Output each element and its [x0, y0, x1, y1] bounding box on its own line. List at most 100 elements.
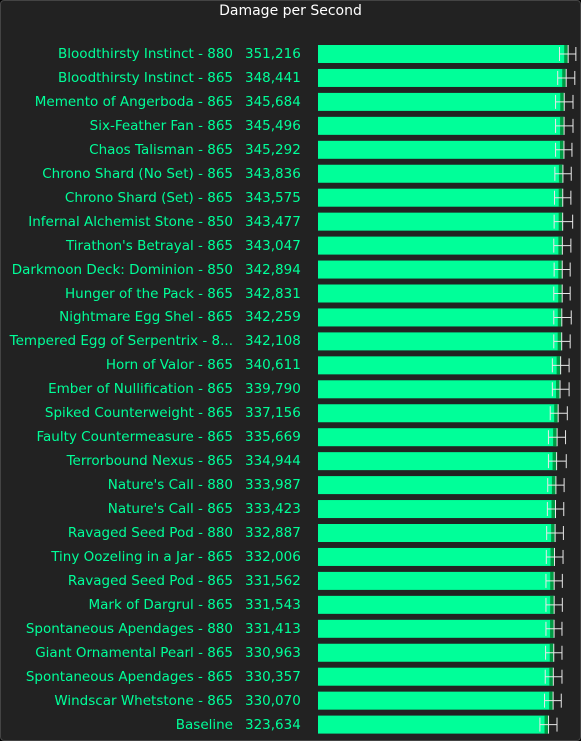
category-label: Tirathon's Betrayal - 865 — [65, 237, 233, 254]
category-label: Darkmoon Deck: Dominion - 850 — [11, 261, 233, 278]
category-label: Bloodthirsty Instinct - 880 — [58, 46, 233, 62]
category-label: Horn of Valor - 865 — [105, 357, 233, 374]
value-label: 323,634 — [245, 716, 301, 733]
category-label: Windscar Whetstone - 865 — [54, 692, 233, 709]
value-label: 332,006 — [245, 548, 301, 565]
error-bar — [553, 284, 571, 303]
category-label: Spontaneous Apendages - 865 — [25, 668, 233, 685]
value-label: 334,944 — [245, 453, 301, 470]
error-bar — [551, 356, 570, 375]
error-bar — [553, 260, 571, 279]
value-label: 339,790 — [245, 381, 301, 398]
value-label: 331,562 — [245, 572, 301, 589]
category-label: Memento of Angerboda - 865 — [34, 93, 233, 110]
value-label: 345,684 — [245, 93, 301, 110]
value-label: 351,216 — [245, 46, 301, 62]
error-bar — [545, 595, 563, 614]
value-label: 342,108 — [245, 333, 301, 350]
bar — [318, 308, 562, 327]
value-label: 342,259 — [245, 309, 301, 326]
category-label: Nightmare Egg Shel - 865 — [59, 309, 233, 326]
value-label: 331,413 — [245, 620, 301, 637]
value-label: 333,423 — [245, 501, 301, 518]
value-label: 330,963 — [245, 644, 301, 661]
value-label: 343,575 — [245, 189, 301, 206]
chart-title: Damage per Second — [219, 3, 362, 19]
error-bar — [558, 45, 577, 63]
bar — [318, 260, 563, 279]
bar — [318, 715, 549, 734]
category-label: Mark of Dargrul - 865 — [88, 596, 233, 613]
error-bar — [553, 188, 572, 207]
category-label: Spiked Counterweight - 865 — [44, 405, 233, 422]
error-bar — [545, 619, 563, 638]
bar — [318, 356, 561, 375]
value-label: 340,611 — [245, 357, 301, 374]
category-label: Tempered Egg of Serpentrix - 8... — [9, 333, 233, 350]
category-label: Six-Feather Fan - 865 — [89, 117, 233, 134]
bar — [318, 643, 554, 662]
bar — [318, 500, 556, 519]
error-bar — [553, 332, 571, 351]
error-bar — [547, 452, 567, 471]
bar — [318, 116, 565, 135]
error-bar — [551, 380, 570, 399]
category-label: Nature's Call - 880 — [107, 477, 233, 494]
bar — [318, 188, 563, 207]
value-label: 345,292 — [245, 141, 301, 158]
bar — [318, 380, 561, 399]
value-label: 337,156 — [245, 405, 301, 422]
bar — [318, 595, 555, 614]
category-label: Bloodthirsty Instinct - 865 — [58, 69, 233, 86]
bar — [318, 212, 563, 231]
error-bar — [547, 428, 567, 447]
category-label: Nature's Call - 865 — [107, 501, 233, 518]
error-bar — [545, 547, 564, 566]
category-label: Spontaneous Apendages - 880 — [25, 620, 233, 637]
error-bar — [553, 236, 572, 255]
category-label: Giant Ornamental Pearl - 865 — [35, 644, 233, 661]
error-bar — [553, 308, 572, 327]
bar — [318, 619, 555, 638]
value-label: 333,987 — [245, 477, 301, 494]
value-label: 332,887 — [245, 525, 301, 541]
error-bar — [554, 164, 572, 183]
value-label: 335,669 — [245, 429, 301, 446]
bar — [318, 452, 557, 471]
value-label: 343,477 — [245, 213, 301, 230]
error-bar — [546, 524, 564, 542]
category-label: Baseline — [175, 716, 233, 733]
bar — [318, 92, 565, 111]
bar — [318, 332, 562, 351]
bar — [318, 68, 567, 87]
error-bar — [546, 500, 565, 519]
error-bar — [553, 212, 574, 231]
bar — [318, 547, 555, 566]
category-label: Chrono Shard (No Set) - 865 — [42, 165, 233, 182]
error-bar — [547, 476, 565, 495]
bar — [318, 164, 563, 183]
value-label: 345,496 — [245, 117, 301, 134]
bar — [318, 476, 556, 495]
bar — [318, 140, 564, 159]
bar — [318, 524, 556, 542]
bar — [318, 284, 563, 303]
error-bar — [544, 667, 563, 686]
bar — [318, 428, 558, 447]
value-label: 343,836 — [245, 165, 301, 182]
value-label: 342,831 — [245, 285, 301, 302]
value-label: 343,047 — [245, 237, 301, 254]
bar — [318, 45, 569, 63]
error-bar — [545, 571, 563, 590]
value-label: 331,543 — [245, 596, 301, 613]
error-bar — [549, 404, 568, 423]
value-label: 342,894 — [245, 261, 301, 278]
category-label: Tiny Oozeling in a Jar - 865 — [51, 548, 233, 565]
category-label: Terrorbound Nexus - 865 — [66, 453, 233, 470]
bar — [318, 571, 555, 590]
category-label: Hunger of the Pack - 865 — [65, 285, 233, 302]
category-label: Ember of Nullification - 865 — [48, 381, 233, 398]
error-bar — [555, 140, 573, 159]
